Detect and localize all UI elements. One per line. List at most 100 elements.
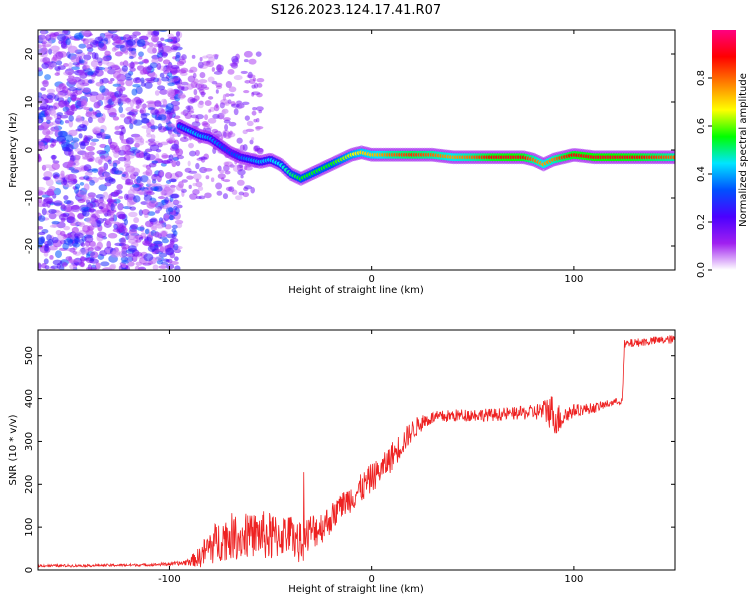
heatmap-noise-cell	[244, 80, 251, 84]
heatmap-noise-cell	[82, 65, 89, 70]
heatmap-noise-cell	[126, 39, 136, 46]
heatmap-noise-cell	[192, 182, 198, 187]
heatmap-noise-cell	[99, 85, 106, 93]
heatmap-noise-cell	[136, 226, 145, 231]
heatmap-noise-cell	[110, 203, 115, 211]
heatmap-noise-cell	[139, 107, 146, 115]
heatmap-noise-cell	[171, 143, 179, 150]
heatmap-noise-cell	[201, 84, 208, 89]
heatmap-noise-cell	[64, 110, 75, 116]
heatmap-noise-cell	[85, 145, 95, 152]
heatmap-noise-cell	[111, 47, 117, 52]
heatmap-noise-cell	[59, 230, 66, 236]
heatmap-noise-cell	[71, 137, 80, 142]
heatmap-noise-cell	[128, 55, 134, 60]
heatmap-noise-cell	[104, 98, 110, 106]
heatmap-noise-cell	[161, 98, 167, 103]
y-tick-label: 0	[24, 147, 35, 153]
heatmap-noise-cell	[108, 264, 116, 270]
heatmap-noise-cell	[77, 198, 86, 203]
heatmap-noise-cell	[125, 137, 135, 145]
heatmap-noise-cell	[122, 60, 129, 67]
heatmap-noise-cell	[108, 217, 115, 222]
heatmap-noise-cell	[174, 265, 181, 270]
heatmap-noise-cell	[45, 98, 54, 104]
heatmap-noise-cell	[231, 55, 239, 63]
heatmap-noise-cell	[96, 241, 103, 250]
x-tick-label: 100	[564, 574, 583, 585]
heatmap-noise-cell	[166, 88, 175, 97]
heatmap-noise-cell	[240, 174, 244, 179]
heatmap-noise-cell	[140, 175, 149, 183]
x-tick-label: 100	[564, 274, 583, 285]
heatmap-noise-cell	[129, 123, 134, 130]
heatmap-noise-cell	[202, 122, 211, 128]
heatmap-noise-cell	[140, 201, 149, 205]
heatmap-noise-cell	[149, 62, 158, 69]
heatmap-noise-cell	[193, 173, 202, 181]
heatmap-noise-cell	[161, 51, 168, 58]
heatmap-noise-cell	[227, 68, 235, 75]
heatmap-noise-cell	[210, 177, 215, 183]
heatmap-noise-cell	[38, 236, 45, 245]
heatmap-noise-cell	[62, 86, 69, 94]
heatmap-noise-cell	[38, 197, 43, 203]
heatmap-noise-cell	[83, 54, 92, 61]
heatmap-noise-cell	[56, 92, 65, 99]
heatmap-noise-cell	[154, 109, 159, 115]
heatmap-noise-cell	[151, 160, 159, 164]
heatmap-noise-cell	[179, 136, 189, 143]
heatmap-noise-cell	[164, 171, 173, 179]
spectrogram-y-ticks: -20 -10 0 10 20	[24, 48, 675, 254]
heatmap-noise-cell	[83, 58, 88, 66]
heatmap-noise-cell	[166, 233, 176, 239]
heatmap-noise-cell	[45, 116, 53, 121]
heatmap-noise-cell	[138, 61, 144, 65]
x-tick-label: 0	[368, 274, 374, 285]
heatmap-noise-cell	[177, 85, 185, 91]
heatmap-noise-cell	[128, 211, 138, 218]
heatmap-noise-cell	[126, 47, 137, 52]
heatmap-noise-cell	[153, 231, 162, 238]
heatmap-noise-cell	[173, 76, 179, 82]
heatmap-noise-cell	[45, 178, 54, 187]
heatmap-noise-cell	[148, 183, 156, 187]
heatmap-noise-cell	[108, 178, 116, 184]
heatmap-noise-cell	[75, 128, 84, 132]
heatmap-noise-cell	[132, 84, 141, 88]
heatmap-noise-cell	[49, 144, 55, 148]
heatmap-noise-cell	[133, 217, 140, 224]
heatmap-noise-cell	[119, 145, 129, 151]
heatmap-noise-cell	[256, 78, 265, 83]
heatmap-noise-cell	[119, 61, 124, 66]
heatmap-noise-cell	[152, 240, 163, 245]
heatmap-noise-cell	[88, 79, 93, 84]
heatmap-noise-cell	[107, 159, 112, 165]
y-tick-label: 0	[24, 567, 35, 573]
heatmap-noise-cell	[41, 194, 50, 198]
heatmap-noise-cell	[60, 170, 65, 177]
heatmap-noise-cell	[251, 137, 255, 141]
heatmap-noise-cell	[69, 264, 77, 270]
heatmap-noise-cell	[98, 176, 105, 180]
heatmap-noise-cell	[48, 212, 57, 220]
heatmap-noise-cell	[55, 85, 61, 93]
heatmap-noise-cell	[236, 137, 243, 144]
heatmap-noise-cell	[74, 183, 81, 189]
heatmap-noise-cell	[171, 160, 177, 168]
heatmap-noise-cell	[92, 168, 99, 173]
heatmap-noise-cell	[40, 137, 51, 143]
heatmap-noise-cell	[162, 59, 171, 65]
heatmap-noise-cell	[114, 170, 123, 175]
heatmap-noise-cell	[56, 112, 64, 116]
heatmap-noise-cell	[163, 46, 173, 54]
heatmap-noise-cell	[44, 111, 49, 117]
heatmap-noise-cell	[127, 245, 137, 252]
heatmap-noise-cell	[77, 222, 82, 226]
heatmap-noise-cell	[215, 82, 223, 88]
heatmap-noise-cell	[129, 67, 136, 72]
heatmap-noise-cell	[173, 243, 179, 251]
heatmap-noise-cell	[51, 220, 60, 225]
heatmap-noise-cell	[230, 62, 239, 69]
